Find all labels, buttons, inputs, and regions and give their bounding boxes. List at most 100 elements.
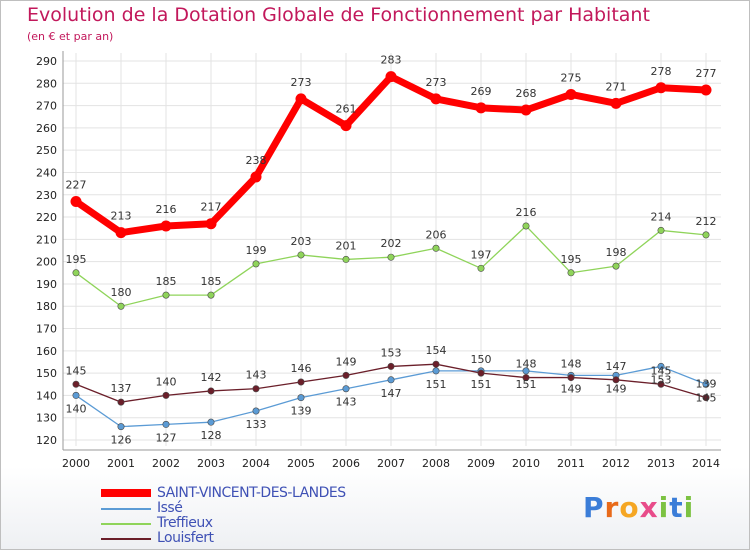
data-label: 143	[336, 396, 357, 409]
data-label: 151	[471, 378, 492, 391]
data-label: 269	[471, 85, 492, 98]
y-tick-label: 210	[36, 233, 57, 246]
data-labels: 140 126 127 128 133 139 143 147 151 151 151 149 149 1…	[66, 54, 717, 447]
data-label: 199	[246, 244, 267, 257]
data-label: 206	[426, 228, 447, 241]
data-label: 154	[426, 344, 447, 357]
data-point	[207, 387, 215, 395]
y-tick-label: 160	[36, 345, 57, 358]
data-label: 268	[516, 87, 537, 100]
legend-swatch	[101, 489, 151, 497]
data-label: 202	[381, 237, 402, 250]
data-label: 261	[336, 103, 357, 116]
y-tick-labels: 120 130 140 150 160 170 180 190 200 210 220 230 240 2…	[36, 55, 57, 447]
logo-letter: i	[658, 491, 670, 524]
data-point	[117, 423, 125, 431]
data-point	[655, 82, 667, 94]
data-point	[387, 253, 395, 261]
data-label: 149	[561, 382, 582, 395]
data-point	[387, 376, 395, 384]
data-label: 217	[201, 201, 222, 214]
data-point	[207, 291, 215, 299]
data-label: 128	[201, 429, 222, 442]
data-label: 201	[336, 239, 357, 252]
data-label: 216	[156, 203, 177, 216]
logo-letter: P	[583, 491, 605, 524]
data-point	[342, 385, 350, 393]
logo-letter: o	[619, 491, 640, 524]
y-tick-label: 230	[36, 189, 57, 202]
data-label: 275	[561, 71, 582, 84]
data-label: 277	[696, 67, 717, 80]
data-point	[565, 88, 577, 100]
legend-swatch	[101, 508, 151, 510]
line-chart: 120 130 140 150 160 170 180 190 200 210 220 230 240 2…	[36, 51, 721, 470]
data-label: 153	[651, 373, 672, 386]
data-point	[610, 97, 622, 109]
legend-label: Treffieux	[157, 515, 213, 531]
legend-swatch	[101, 523, 151, 525]
data-label: 140	[156, 375, 177, 388]
y-tick-label: 150	[36, 367, 57, 380]
data-label: 198	[606, 246, 627, 259]
x-tick-label: 2014	[692, 457, 720, 470]
data-label: 126	[111, 434, 132, 447]
data-point	[702, 394, 710, 402]
data-point	[297, 378, 305, 386]
data-label: 216	[516, 206, 537, 219]
data-label: 153	[381, 346, 402, 359]
y-tick-label: 180	[36, 300, 57, 313]
y-tick-label: 190	[36, 278, 57, 291]
axes	[62, 51, 721, 451]
data-point	[657, 380, 665, 388]
data-point	[252, 407, 260, 415]
data-point	[700, 84, 712, 96]
data-label: 148	[561, 358, 582, 371]
data-point	[205, 218, 217, 230]
data-point	[160, 220, 172, 232]
data-point	[162, 291, 170, 299]
data-label: 145	[696, 391, 717, 404]
legend-label: Issé	[157, 500, 183, 516]
data-point	[475, 102, 487, 114]
data-point	[342, 371, 350, 379]
data-label: 148	[516, 358, 537, 371]
data-point	[162, 391, 170, 399]
y-tick-label: 220	[36, 211, 57, 224]
data-point	[297, 394, 305, 402]
data-label: 185	[156, 275, 177, 288]
x-tick-label: 2010	[512, 457, 540, 470]
logo-letter: x	[639, 491, 659, 524]
x-tick-label: 2007	[377, 457, 405, 470]
data-label: 137	[111, 382, 132, 395]
data-label: 185	[201, 275, 222, 288]
data-label: 214	[651, 210, 672, 223]
data-point	[522, 222, 530, 230]
data-label: 142	[201, 371, 222, 384]
x-tick-label: 2003	[197, 457, 225, 470]
data-label: 140	[66, 402, 87, 415]
data-label: 238	[246, 154, 267, 167]
data-point	[162, 420, 170, 428]
data-point	[657, 362, 665, 370]
data-point	[520, 104, 532, 116]
x-tick-labels: 2000 2001 2002 2003 2004 2005 2006 2007 2008 2009…	[62, 457, 720, 470]
y-tick-label: 290	[36, 55, 57, 68]
proxiti-logo: Proxiti	[583, 491, 694, 524]
y-tick-label: 280	[36, 77, 57, 90]
data-label: 149	[606, 382, 627, 395]
y-tick-label: 200	[36, 256, 57, 269]
data-point	[477, 264, 485, 272]
data-point	[432, 367, 440, 375]
data-point	[295, 93, 307, 105]
logo-letter: i	[683, 491, 695, 524]
data-point	[72, 391, 80, 399]
chart-subtitle: (en € et par an)	[27, 30, 114, 43]
data-point	[430, 93, 442, 105]
data-point	[72, 380, 80, 388]
data-point	[522, 374, 530, 382]
data-point	[432, 244, 440, 252]
x-tick-label: 2013	[647, 457, 675, 470]
x-tick-label: 2009	[467, 457, 495, 470]
